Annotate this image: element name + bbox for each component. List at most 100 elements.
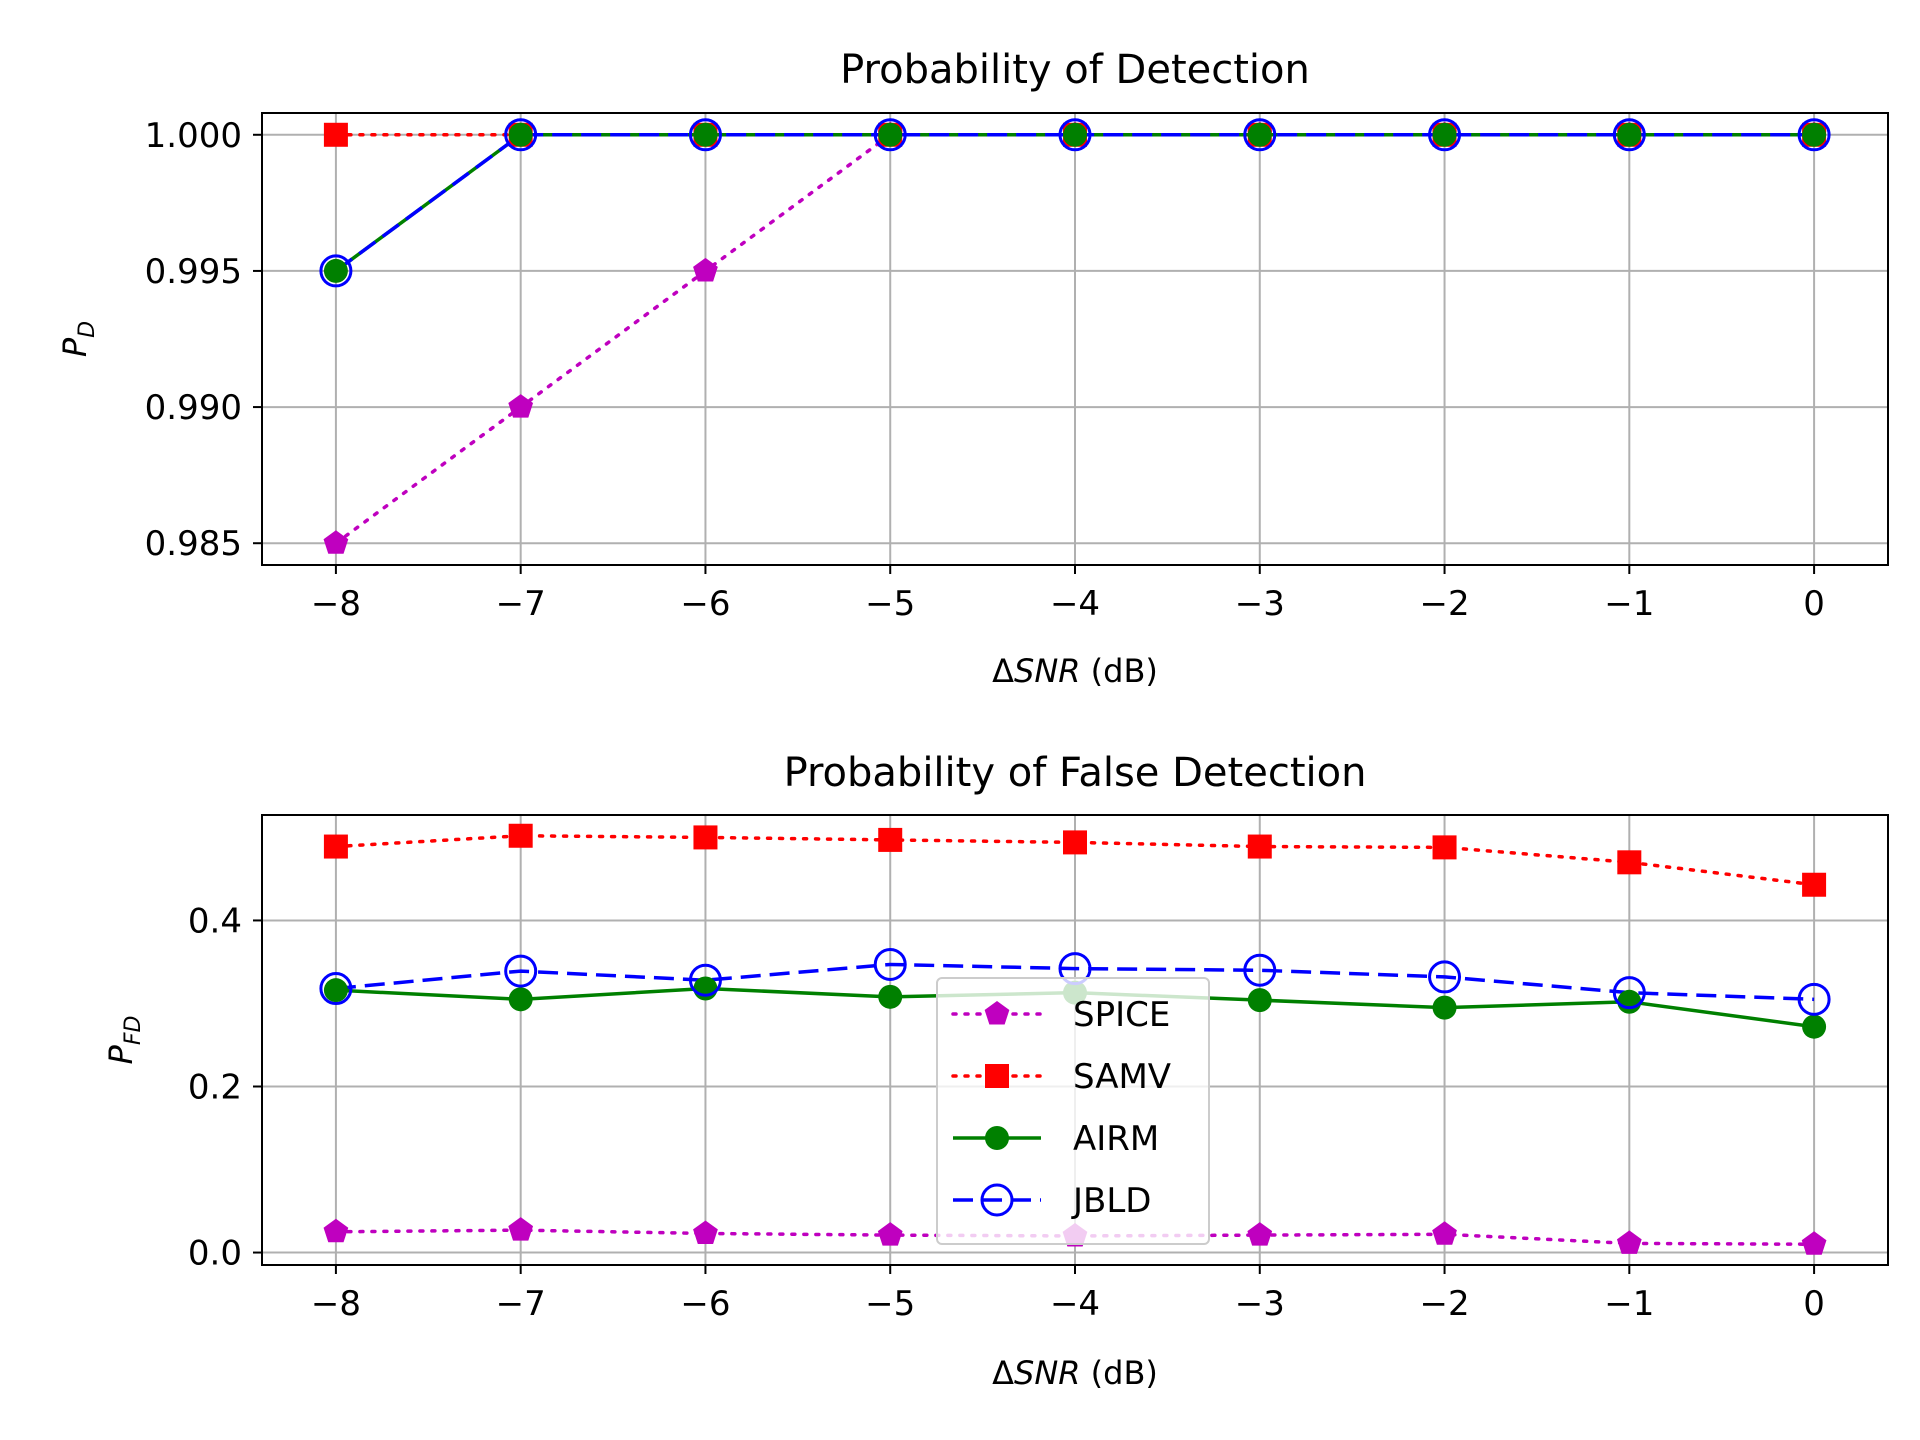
- x-tick-label: −6: [680, 1284, 730, 1324]
- legend-marker-spice: [984, 1001, 1010, 1025]
- y-tick-label: 0.4: [188, 901, 242, 941]
- data-point-samv: [323, 834, 348, 859]
- legend-marker-samv: [985, 1064, 1009, 1088]
- data-point-spice: [693, 257, 718, 282]
- data-point-spice: [1801, 1231, 1827, 1255]
- data-point-samv: [1063, 830, 1087, 855]
- x-tick-label: −8: [311, 584, 361, 624]
- data-point-spice: [877, 1222, 903, 1246]
- x-tick-label: −2: [1419, 1284, 1469, 1324]
- data-point-jbld: [1428, 118, 1462, 152]
- data-point-airm: [693, 976, 718, 1001]
- data-point-airm: [508, 122, 533, 147]
- data-point-samv: [1802, 872, 1827, 897]
- y-tick-label: 1.000: [145, 116, 242, 156]
- data-point-jbld: [1058, 118, 1092, 152]
- data-point-spice: [508, 1217, 534, 1241]
- data-point-airm: [1617, 122, 1642, 147]
- legend-marker-jbld: [980, 1183, 1014, 1217]
- x-tick-label: −4: [1050, 1284, 1100, 1324]
- data-point-jbld: [319, 254, 353, 288]
- legend-label-jbld: JBLD: [1071, 1181, 1151, 1221]
- y-axis-label: PD: [56, 321, 100, 357]
- data-point-jbld: [1428, 960, 1462, 994]
- data-point-jbld: [1797, 118, 1831, 152]
- data-point-airm: [1802, 1014, 1827, 1039]
- data-point-airm: [878, 122, 903, 147]
- data-point-airm: [1247, 122, 1272, 147]
- data-point-samv: [323, 122, 348, 147]
- data-point-samv: [508, 823, 533, 848]
- legend-label-spice: SPICE: [1073, 995, 1170, 1035]
- chart-title: Probability of False Detection: [784, 750, 1367, 796]
- data-point-samv: [1432, 835, 1457, 860]
- data-point-airm: [1432, 122, 1457, 147]
- x-tick-label: −7: [496, 584, 546, 624]
- x-tick-label: −6: [680, 584, 730, 624]
- data-point-jbld: [1612, 976, 1646, 1010]
- legend: SPICE SAMV AIRM JBLD: [936, 977, 1210, 1245]
- data-point-airm: [1617, 989, 1642, 1014]
- y-tick-label: 0.0: [188, 1234, 242, 1274]
- y-tick-label: 0.2: [188, 1067, 242, 1107]
- data-point-jbld: [319, 972, 353, 1006]
- x-tick-label: −8: [311, 1284, 361, 1324]
- data-point-jbld: [873, 118, 907, 152]
- y-tick-label: 0.985: [145, 524, 242, 564]
- data-point-jbld: [504, 118, 538, 152]
- data-point-jbld: [1612, 118, 1646, 152]
- x-tick-label: −3: [1235, 584, 1285, 624]
- x-tick-label: −5: [865, 1284, 915, 1324]
- detection-chart: −8 −7 −6 −5 −4 −3 −2 −1 0 0.985 0.990 0.995 1.000 Pro…: [56, 47, 1889, 690]
- data-point-airm: [1247, 988, 1272, 1013]
- data-point-airm: [323, 258, 348, 283]
- x-tick-label: −4: [1050, 584, 1100, 624]
- plot-area: [319, 118, 1831, 554]
- data-point-jbld: [504, 954, 538, 988]
- x-tick-label: 0: [1803, 1284, 1825, 1324]
- data-point-airm: [323, 978, 348, 1003]
- data-point-airm: [1063, 122, 1087, 147]
- y-axis-label: PFD: [102, 1016, 146, 1065]
- data-point-jbld: [1243, 118, 1277, 152]
- data-point-samv: [878, 827, 903, 852]
- data-point-airm: [1432, 995, 1457, 1020]
- legend-label-airm: AIRM: [1073, 1119, 1159, 1159]
- x-tick-label: −1: [1604, 1284, 1654, 1324]
- data-point-jbld: [1243, 953, 1277, 987]
- data-point-jbld: [688, 118, 722, 152]
- data-point-spice: [1247, 1222, 1273, 1246]
- legend-box: [936, 977, 1210, 1245]
- data-point-airm: [878, 984, 903, 1009]
- data-point-spice: [323, 530, 349, 554]
- data-point-samv: [1617, 850, 1642, 875]
- x-tick-label: 0: [1803, 584, 1825, 624]
- x-axis-label: ΔSNR (dB): [992, 1354, 1158, 1392]
- data-point-spice: [508, 394, 534, 418]
- data-point-airm: [1802, 122, 1827, 147]
- false-detection-chart: −8 −7 −6 −5 −4 −3 −2 −1 0 0.0 0.2 0.4 Probability of…: [102, 750, 1889, 1392]
- data-point-samv: [1247, 834, 1272, 859]
- data-point-airm: [693, 122, 718, 147]
- series-line-jbld: [335, 962, 1815, 1002]
- data-point-jbld: [873, 947, 907, 981]
- legend-label-samv: SAMV: [1073, 1057, 1171, 1097]
- data-point-spice: [693, 1220, 718, 1244]
- y-tick-label: 0.990: [145, 388, 242, 428]
- data-point-jbld: [1797, 982, 1831, 1016]
- data-point-spice: [1616, 1230, 1642, 1254]
- chart-title: Probability of Detection: [840, 47, 1310, 93]
- data-point-spice: [1432, 1221, 1457, 1245]
- x-tick-label: −1: [1604, 584, 1654, 624]
- legend-marker-airm: [985, 1126, 1009, 1150]
- data-point-samv: [693, 825, 718, 850]
- x-tick-label: −2: [1419, 584, 1469, 624]
- data-point-jbld: [688, 963, 722, 997]
- x-tick-label: −3: [1235, 1284, 1285, 1324]
- data-point-spice: [323, 1218, 349, 1243]
- data-point-airm: [508, 987, 533, 1012]
- y-tick-label: 0.995: [145, 252, 242, 292]
- x-tick-label: −7: [496, 1284, 546, 1324]
- x-tick-label: −5: [865, 584, 915, 624]
